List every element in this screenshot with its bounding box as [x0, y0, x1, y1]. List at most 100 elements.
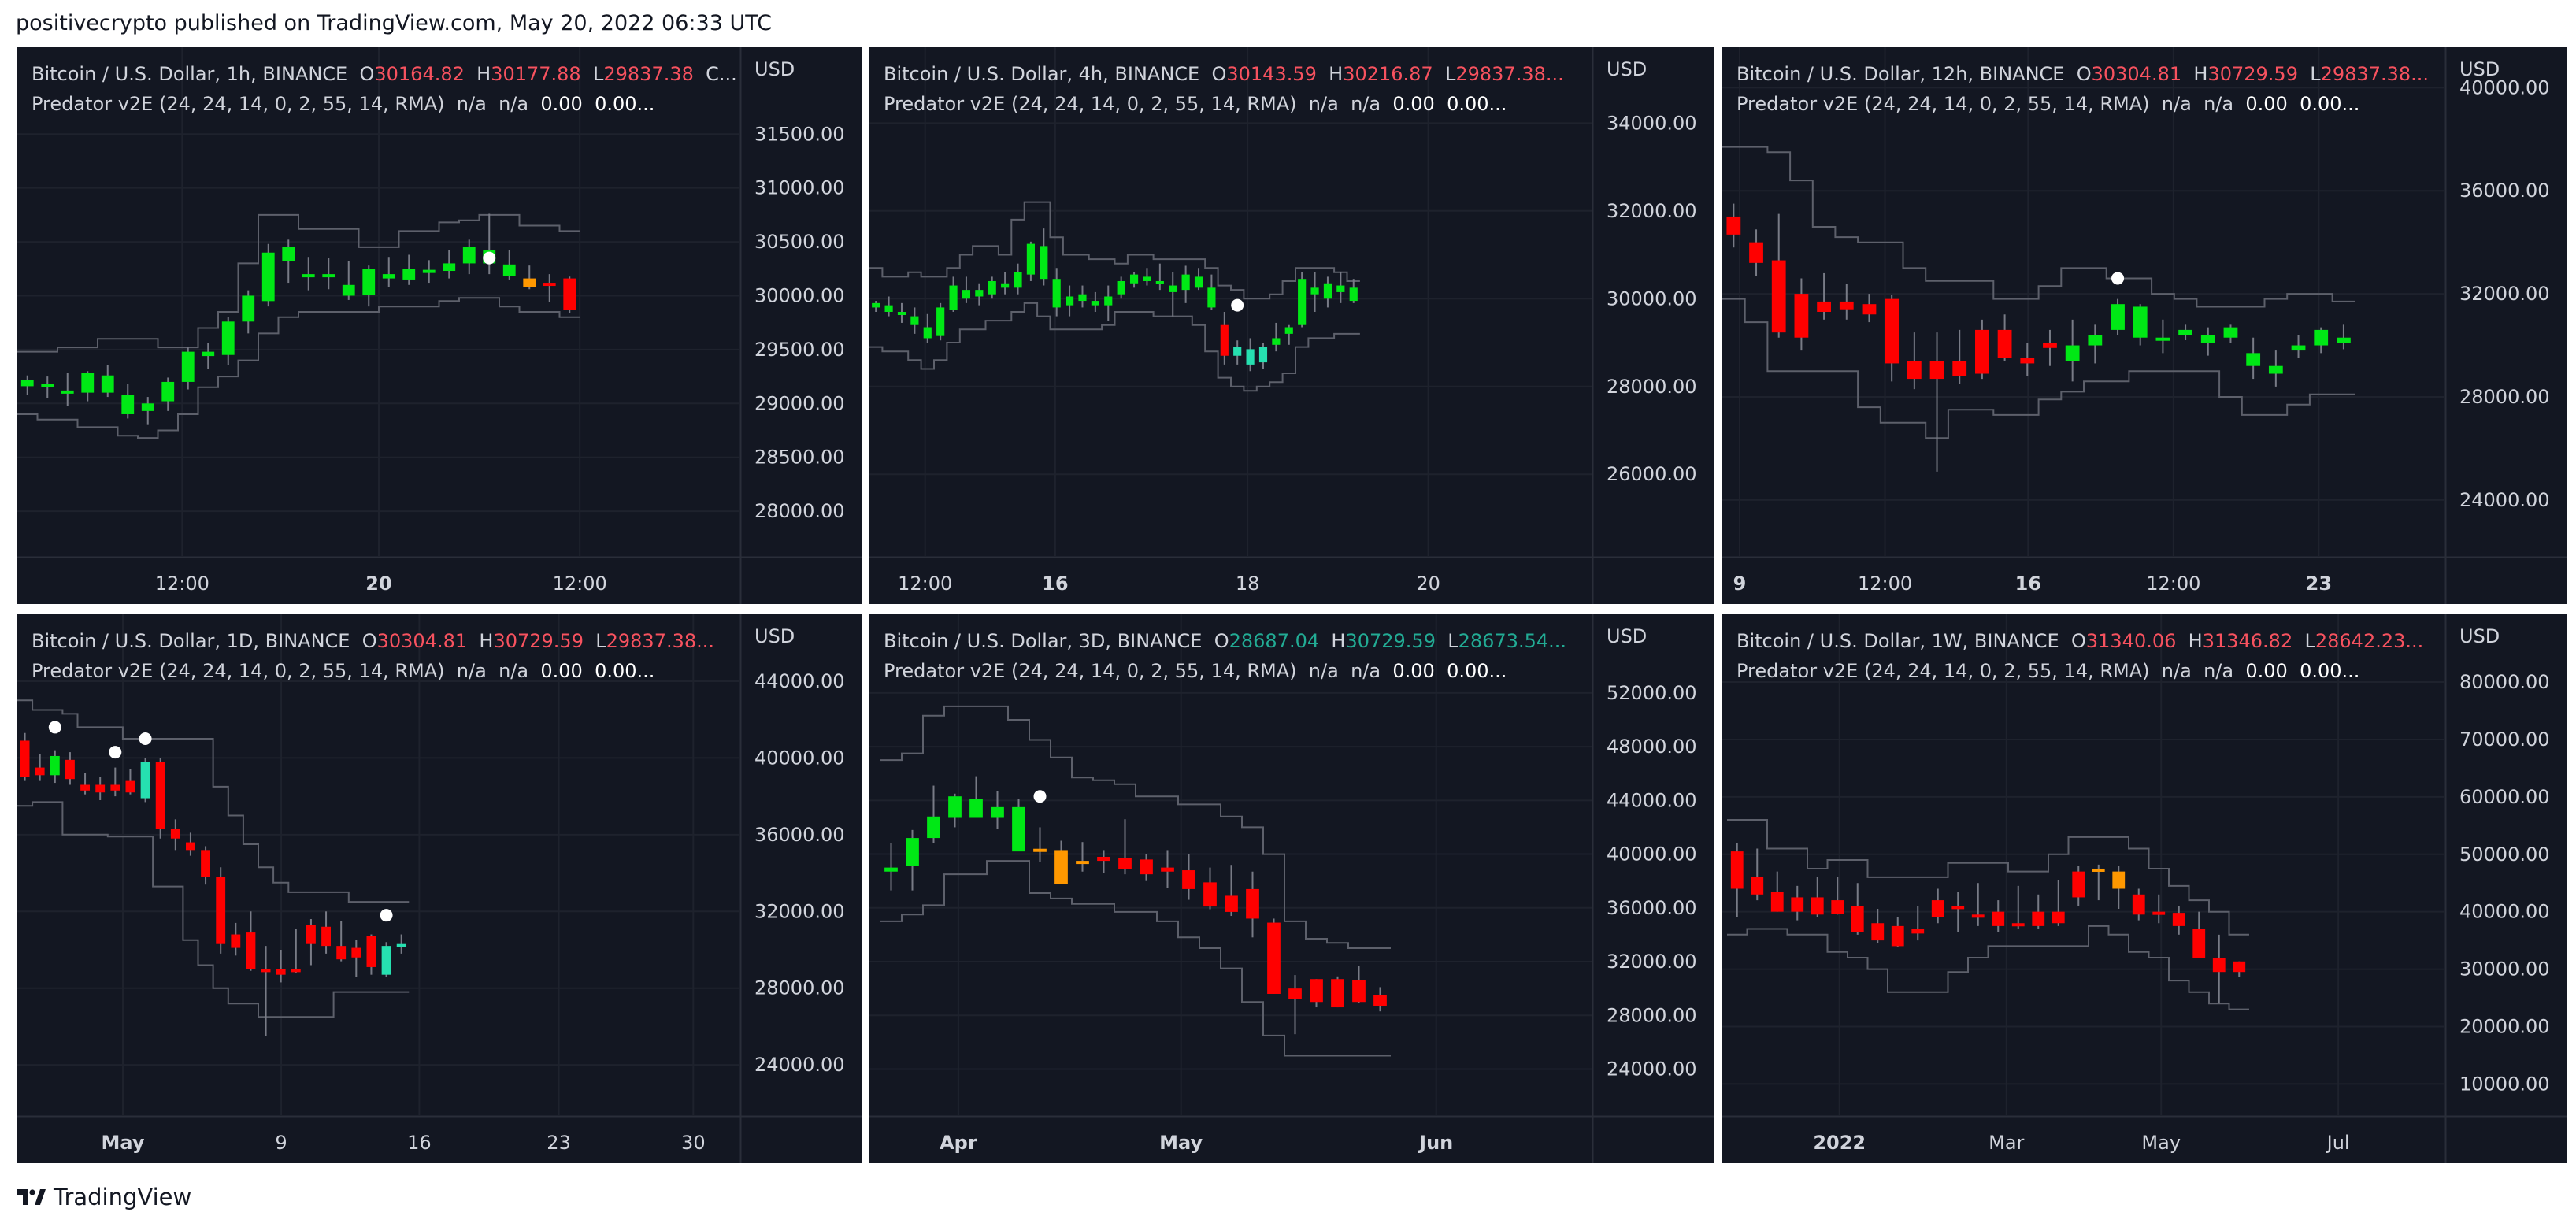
candle-body: [2178, 329, 2192, 335]
candle-body: [1181, 274, 1190, 291]
candle-body: [1066, 296, 1074, 306]
indicator-legend[interactable]: Predator v2E (24, 24, 14, 0, 2, 55, 14, …: [884, 660, 1507, 682]
chart-panel-3D[interactable]: 52000.00 48000.00 44000.00 40000.00 36000.00…: [869, 614, 1714, 1163]
candle-body: [1012, 806, 1025, 852]
candle-body: [2246, 353, 2261, 366]
candle: [563, 276, 576, 313]
candle: [1097, 850, 1110, 873]
candle: [1891, 917, 1904, 947]
candle-body: [351, 947, 361, 958]
chart-panel-4h[interactable]: 34000.00 32000.00 30000.00 28000.00 26000.00…: [869, 47, 1714, 604]
candle: [1952, 329, 1967, 384]
chart-panel-12h[interactable]: 40000.00 36000.00 32000.00 28000.00 24000.00…: [1722, 47, 2567, 604]
candle-body: [1997, 329, 2012, 358]
candle: [1118, 819, 1132, 875]
x-tick-label: 12:00: [1858, 573, 1912, 595]
candle-body: [2011, 923, 2025, 927]
candle: [2065, 319, 2080, 382]
signal-dot: [48, 721, 61, 734]
candle: [202, 343, 215, 369]
candle-body: [462, 247, 476, 264]
indicator-value-1: 0.00: [1392, 660, 1435, 682]
x-tick-label: 23: [547, 1132, 571, 1154]
candle: [170, 819, 180, 851]
symbol-legend[interactable]: Bitcoin / U.S. Dollar, 1D, BINANCE O3030…: [32, 630, 715, 652]
candle: [1246, 871, 1259, 938]
candle-body: [2112, 871, 2126, 889]
indicator-value-2: 0.00...: [1447, 660, 1507, 682]
symbol-legend[interactable]: Bitcoin / U.S. Dollar, 1W, BINANCE O3134…: [1736, 630, 2424, 652]
candle-body: [366, 936, 376, 967]
indicator-legend[interactable]: Predator v2E (24, 24, 14, 0, 2, 55, 14, …: [32, 93, 654, 115]
candle-body: [2233, 961, 2246, 973]
currency-label[interactable]: USD: [2459, 625, 2500, 647]
indicator-value-2: 0.00...: [595, 93, 655, 115]
candle: [1078, 285, 1087, 308]
candle-body: [1831, 900, 1844, 914]
y-tick-label: 30000.00: [754, 284, 845, 306]
indicator-legend[interactable]: Predator v2E (24, 24, 14, 0, 2, 55, 14, …: [1736, 93, 2359, 115]
candle: [246, 911, 256, 971]
candle: [362, 265, 376, 307]
currency-label[interactable]: USD: [754, 58, 795, 80]
candle-body: [1288, 988, 1302, 999]
candle: [1033, 827, 1047, 862]
symbol-legend[interactable]: Bitcoin / U.S. Dollar, 12h, BINANCE O303…: [1736, 63, 2430, 85]
candle-body: [2088, 335, 2103, 346]
currency-label[interactable]: USD: [754, 625, 795, 647]
chart-svg: 52000.00 48000.00 44000.00 40000.00 36000.00…: [869, 614, 1714, 1163]
low-value: 29837.38...: [2320, 63, 2430, 85]
candle: [1203, 867, 1217, 910]
symbol-legend[interactable]: Bitcoin / U.S. Dollar, 4h, BINANCE O3014…: [884, 63, 1564, 85]
candle-body: [1310, 287, 1319, 295]
currency-label[interactable]: USD: [2459, 58, 2500, 80]
chart-svg: 31500.00 31000.00 30500.00 30000.00 29500.00…: [17, 47, 862, 604]
indicator-legend[interactable]: Predator v2E (24, 24, 14, 0, 2, 55, 14, …: [884, 93, 1507, 115]
x-tick-label: Jul: [2326, 1132, 2350, 1154]
candle: [2337, 324, 2351, 350]
candle-body: [1794, 294, 1809, 338]
symbol-legend[interactable]: Bitcoin / U.S. Dollar, 1h, BINANCE O3016…: [32, 63, 737, 85]
candle-body: [1267, 922, 1281, 994]
currency-label[interactable]: USD: [1607, 625, 1648, 647]
candle-body: [1331, 979, 1344, 1008]
candle-body: [991, 806, 1004, 818]
chart-panel-1W[interactable]: 80000.00 70000.00 60000.00 50000.00 40000.00…: [1722, 614, 2567, 1163]
candle: [422, 260, 436, 284]
symbol-legend[interactable]: Bitcoin / U.S. Dollar, 3D, BINANCE O2868…: [884, 630, 1567, 652]
candle-body: [1143, 276, 1151, 281]
currency-label[interactable]: USD: [1607, 58, 1648, 80]
indicator-na-2: n/a: [2203, 660, 2234, 682]
signal-dot: [483, 251, 496, 265]
candle-body: [155, 762, 165, 829]
candle: [101, 365, 114, 398]
candle: [282, 239, 295, 284]
candle: [1076, 842, 1089, 872]
candle: [1839, 284, 1854, 320]
tradingview-logo[interactable]: TradingView: [17, 1178, 191, 1216]
indicator-legend[interactable]: Predator v2E (24, 24, 14, 0, 2, 55, 14, …: [32, 660, 654, 682]
y-tick-label: 30000.00: [1607, 287, 1697, 310]
candle-body: [1310, 979, 1323, 1003]
y-tick-label: 29000.00: [754, 392, 845, 414]
channel-lower-line: [869, 302, 1360, 392]
chart-svg: 34000.00 32000.00 30000.00 28000.00 26000.00…: [869, 47, 1714, 604]
high-value: 30729.59: [493, 630, 584, 652]
candle: [1871, 909, 1885, 943]
candle: [381, 942, 391, 977]
chart-panel-1D[interactable]: 44000.00 40000.00 36000.00 32000.00 28000.00…: [17, 614, 862, 1163]
indicator-legend[interactable]: Predator v2E (24, 24, 14, 0, 2, 55, 14, …: [1736, 660, 2359, 682]
indicator-name: Predator v2E (24, 24, 14, 0, 2, 55, 14, …: [1736, 660, 2150, 682]
candle-body: [2314, 329, 2329, 346]
candle-body: [1129, 274, 1139, 284]
x-tick-label: 23: [2306, 573, 2332, 595]
candle-body: [1726, 216, 1741, 235]
x-tick-label: Mar: [1989, 1132, 2024, 1154]
candle: [462, 239, 476, 275]
candle: [2233, 961, 2246, 977]
candle: [321, 911, 331, 954]
chart-panel-1h[interactable]: 31500.00 31000.00 30500.00 30000.00 29500.00…: [17, 47, 862, 604]
candle: [2212, 934, 2226, 1004]
y-tick-label: 40000.00: [754, 747, 845, 769]
open-value: 31340.06: [2085, 630, 2177, 652]
